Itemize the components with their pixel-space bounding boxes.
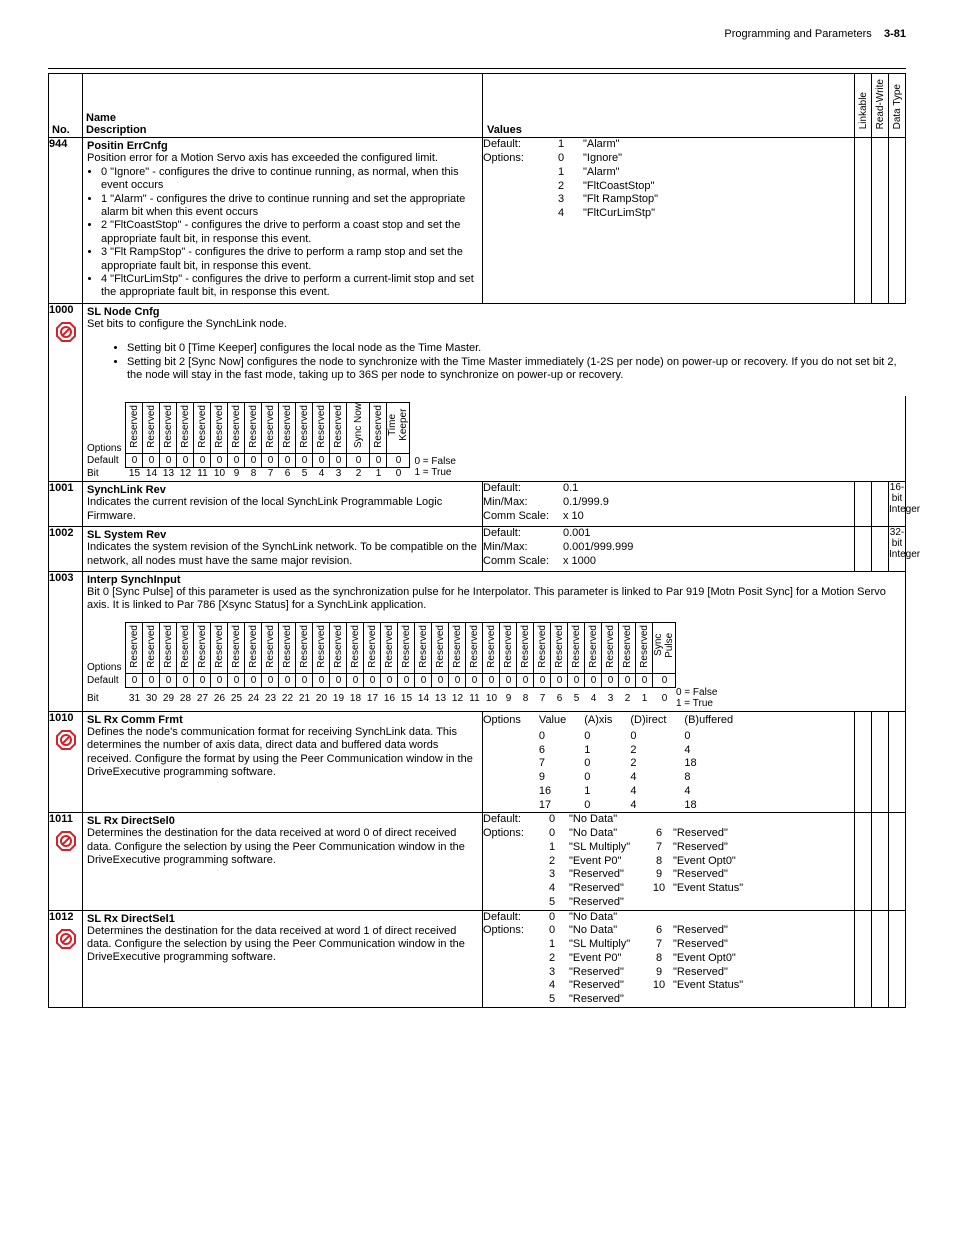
row-1000-bullets: Setting bit 0 [Time Keeper] configures t… (87, 342, 902, 382)
row-1000-no: 1000 (49, 303, 83, 481)
row-944-lk (855, 138, 872, 303)
row-1011: 1011 SL Rx DirectSel0 Determines the des… (49, 813, 906, 910)
list-item: 0 "Ignore" - configures the drive to con… (101, 166, 478, 193)
col-linkable-header: Linkable (855, 74, 872, 138)
row-1001-values: Default:0.1 Min/Max:0.1/999.9 Comm Scale… (483, 482, 855, 527)
row-1000: 1000 SL Node Cnfg Set bits to configure … (49, 303, 906, 396)
row-1002-values: Default:0.001 Min/Max:0.001/999.999 Comm… (483, 527, 855, 572)
row-1010-values: Options Value (A)xis (D)irect (B)uffered… (483, 712, 855, 813)
parameter-table: No. Name Description Values Linkable Rea… (48, 73, 906, 1008)
row-944-values: Default: 1 "Alarm" Options: 0"Ignore"1"A… (483, 138, 855, 303)
stop-icon (56, 322, 76, 342)
row-944-desc: Positin ErrCnfg Position error for a Mot… (83, 138, 483, 303)
row-1003: 1003 Interp SynchInput Bit 0 [Sync Pulse… (49, 571, 906, 615)
row-944-dt (889, 138, 906, 303)
stop-icon (56, 929, 76, 949)
row-1001: 1001 SynchLink Rev Indicates the current… (49, 482, 906, 527)
row-1012-values: Default:0"No Data"Options:0"No Data"6"Re… (483, 910, 855, 1007)
row-1010-desc: SL Rx Comm Frmt Defines the node's commu… (83, 712, 483, 813)
row-1011-no: 1011 (49, 813, 83, 910)
list-item: 2 "FltCoastStop" - configures the drive … (101, 219, 478, 246)
col-datatype-header: Data Type (889, 74, 906, 138)
row-1001-dt: 16-bit Integer (889, 482, 906, 527)
row-1002-no: 1002 (49, 527, 83, 572)
list-item: 3 "Flt RampStop" - configures the drive … (101, 246, 478, 273)
col-no-header: No. (49, 74, 83, 138)
col-name-desc-header: Name Description (83, 74, 483, 138)
row-1012-desc: SL Rx DirectSel1 Determines the destinat… (83, 910, 483, 1007)
row-1000-desc: SL Node Cnfg Set bits to configure the S… (83, 303, 906, 396)
header-rule (48, 68, 906, 69)
row-944-options: 0"Ignore"1"Alarm"2"FltCoastStop"3"Flt Ra… (543, 152, 854, 221)
format-table: Options Value (A)xis (D)irect (B)uffered… (483, 714, 751, 812)
page-number: 3-81 (884, 28, 906, 40)
stop-icon (56, 831, 76, 851)
row-1010-no: 1010 (49, 712, 83, 813)
row-1003-bits: OptionsReservedReservedReservedReservedR… (49, 616, 906, 712)
list-item: 4 "FltCurLimStp" - configures the drive … (101, 273, 478, 300)
bit-table-1003: OptionsReservedReservedReservedReservedR… (87, 622, 721, 709)
col-values-header: Values (483, 74, 855, 138)
row-1000-bits: OptionsReservedReservedReservedReservedR… (49, 396, 906, 481)
row-1002-dt: 32-bit Integer (889, 527, 906, 572)
row-1012-no: 1012 (49, 910, 83, 1007)
row-1003-desc: Interp SynchInput Bit 0 [Sync Pulse] of … (83, 571, 906, 615)
row-1001-no: 1001 (49, 482, 83, 527)
row-944-name: Positin ErrCnfg (83, 138, 482, 152)
stop-icon (56, 730, 76, 750)
list-item: Setting bit 2 [Sync Now] configures the … (127, 356, 902, 383)
row-1011-values: Default:0"No Data"Options:0"No Data"6"Re… (483, 813, 855, 910)
row-1003-no: 1003 (49, 571, 83, 711)
row-1010: 1010 SL Rx Comm Frmt Defines the node's … (49, 712, 906, 813)
row-944-bullets: 0 "Ignore" - configures the drive to con… (87, 166, 478, 300)
row-1002-desc: SL System Rev Indicates the system revis… (83, 527, 483, 572)
row-1011-desc: SL Rx DirectSel0 Determines the destinat… (83, 813, 483, 910)
row-1012: 1012 SL Rx DirectSel1 Determines the des… (49, 910, 906, 1007)
row-1000-lead: Set bits to configure the SynchLink node… (87, 318, 287, 330)
table-header-row: No. Name Description Values Linkable Rea… (49, 74, 906, 138)
row-944-rw (872, 138, 889, 303)
row-944-no: 944 (49, 138, 83, 303)
row-944: 944 Positin ErrCnfg Position error for a… (49, 138, 906, 303)
page-root: Programming and Parameters 3-81 No. Name… (0, 0, 954, 1048)
page-header: Programming and Parameters 3-81 (48, 28, 906, 68)
row-944-lead: Position error for a Motion Servo axis h… (87, 152, 438, 164)
row-1001-desc: SynchLink Rev Indicates the current revi… (83, 482, 483, 527)
list-item: 1 "Alarm" - configures the drive to cont… (101, 193, 478, 220)
col-readwrite-header: Read-Write (872, 74, 889, 138)
bit-table-1000: OptionsReservedReservedReservedReservedR… (87, 402, 460, 479)
page-header-title: Programming and Parameters (724, 28, 871, 40)
row-1000-name: SL Node Cnfg (83, 304, 906, 318)
list-item: Setting bit 0 [Time Keeper] configures t… (127, 342, 902, 355)
row-1002: 1002 SL System Rev Indicates the system … (49, 527, 906, 572)
